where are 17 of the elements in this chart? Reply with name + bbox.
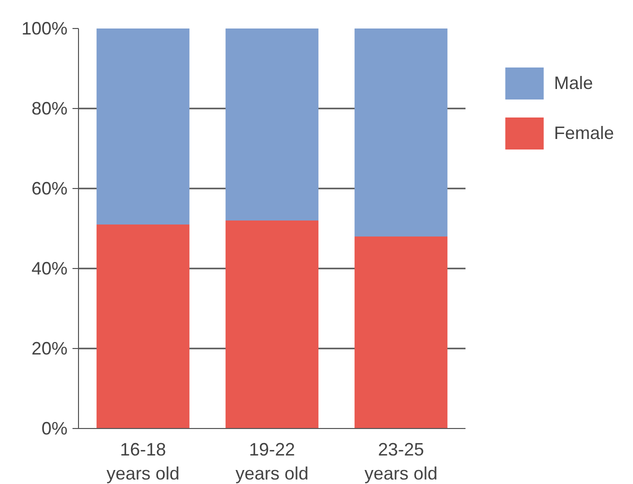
- y-tick-label: 100%: [21, 18, 68, 38]
- bar: [354, 28, 448, 236]
- legend-label: Male: [554, 72, 594, 94]
- y-tick-label: 60%: [31, 178, 68, 198]
- bar: [226, 220, 318, 428]
- y-tick-label: 40%: [31, 258, 68, 278]
- bar: [354, 236, 448, 428]
- bar: [96, 224, 190, 428]
- bar: [96, 28, 190, 224]
- y-tick-label: 20%: [31, 338, 68, 358]
- legend-label: Female: [554, 122, 614, 144]
- y-tick-label: 80%: [31, 98, 68, 118]
- x-tick-label: 19-22 years old: [235, 440, 309, 484]
- bar: [226, 28, 318, 220]
- x-tick-label: 16-18 years old: [106, 440, 180, 484]
- x-tick-label: 23-25 years old: [364, 440, 438, 484]
- y-tick-label: 0%: [41, 418, 68, 438]
